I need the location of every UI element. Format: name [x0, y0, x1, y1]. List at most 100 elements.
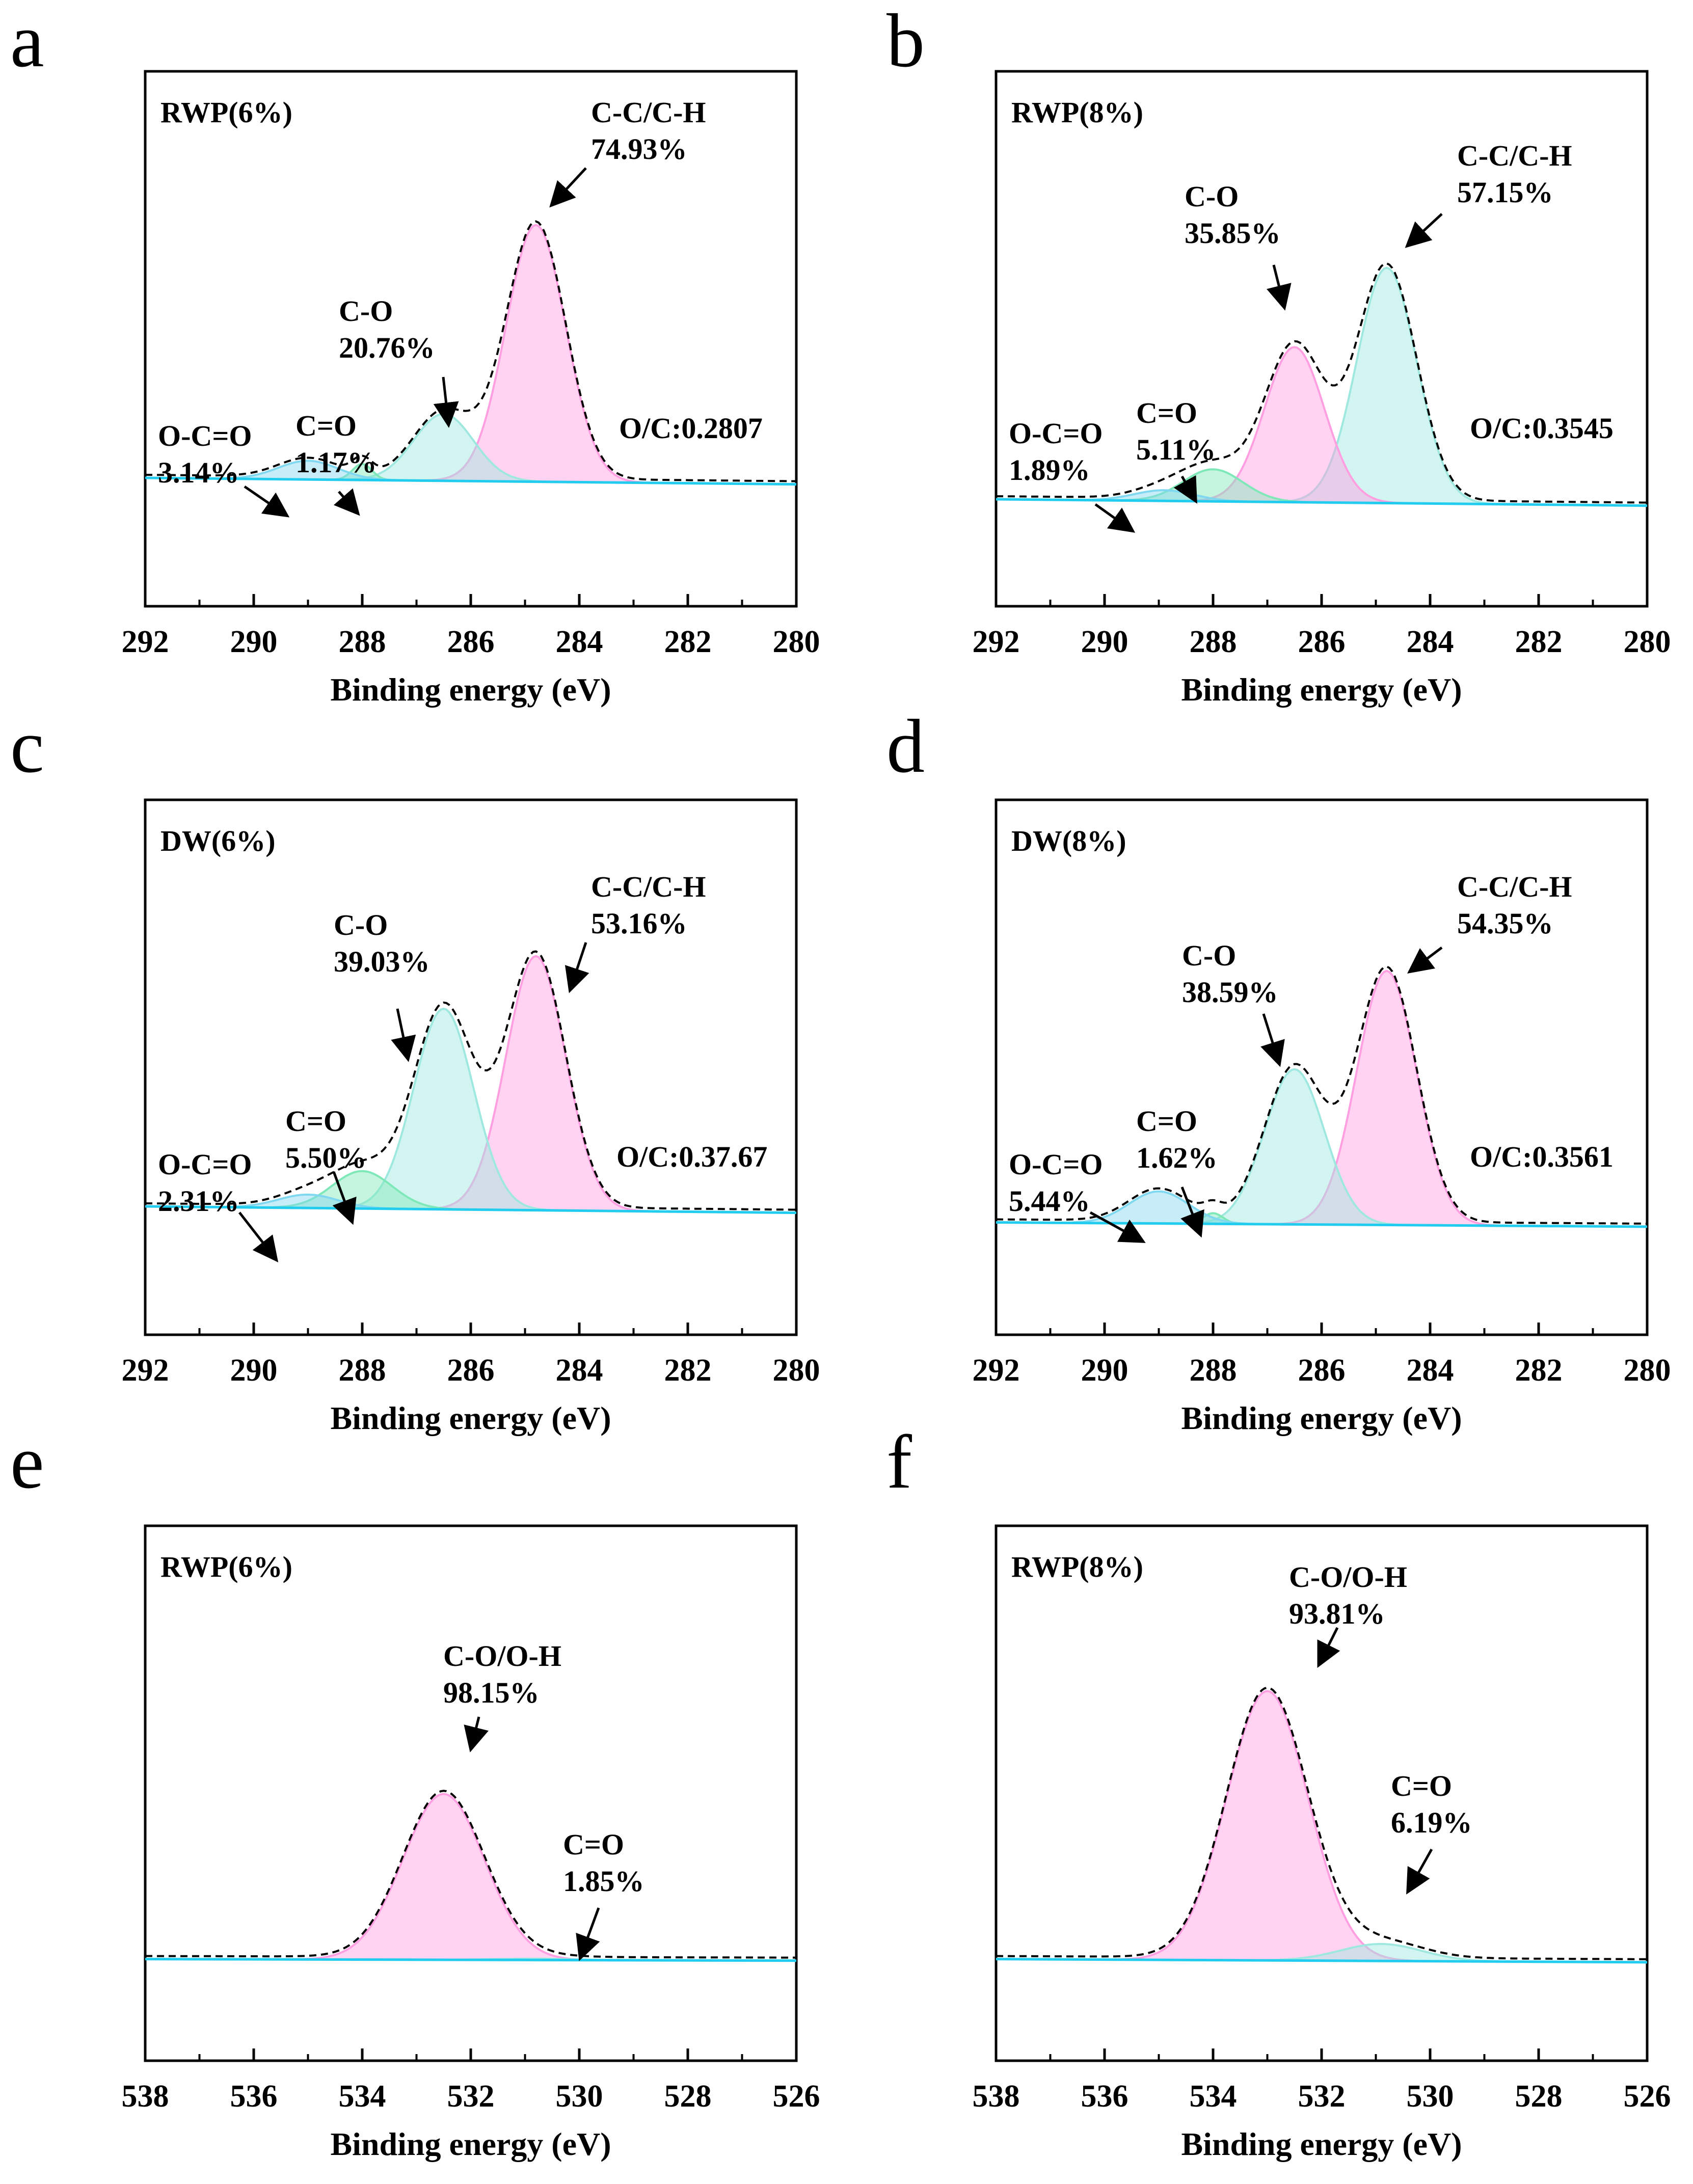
peak-percent-label: 5.44%	[1009, 1184, 1090, 1218]
x-tick-label: 292	[122, 625, 169, 659]
peak-name-label: C-C/C-H	[1457, 870, 1572, 903]
x-tick-label: 280	[1624, 625, 1671, 659]
peak-name-label: C-C/C-H	[591, 96, 706, 129]
x-tick-label: 284	[1407, 625, 1454, 659]
peak-fill-1	[145, 1009, 796, 1213]
x-tick-label: 532	[447, 2079, 495, 2114]
annotation-arrow	[1173, 475, 1197, 504]
oc-ratio: O/C:0.3561	[1470, 1140, 1614, 1173]
x-tick-label: 532	[1298, 2079, 1346, 2114]
x-tick-label: 290	[230, 1353, 278, 1388]
envelope-line	[145, 1790, 796, 1959]
x-tick-label: 290	[1081, 1353, 1128, 1388]
peak-percent-label: 38.59%	[1182, 976, 1278, 1009]
panel-a: a 292 290 288 286 284 282 280 Binding energy (eV…	[10, 0, 820, 708]
oc-ratio: O/C:0.2807	[619, 412, 763, 445]
oc-ratio: O/C:0.3545	[1470, 412, 1614, 445]
background-line	[996, 498, 1648, 507]
x-tick-label: 284	[1407, 1353, 1454, 1388]
peak-name-label: C=O	[1136, 396, 1197, 429]
envelope-line	[996, 262, 1648, 504]
background-line	[145, 1958, 797, 1962]
peak-percent-label: 1.89%	[1009, 453, 1090, 487]
peak-name-label: C-O	[1185, 180, 1239, 213]
x-axis-label: Binding energy (eV)	[1181, 1400, 1462, 1436]
peak-name-label: O-C=O	[158, 1148, 252, 1181]
peak-name-label: C-C/C-H	[1457, 139, 1572, 172]
sample-label: RWP(8%)	[1011, 1550, 1143, 1583]
x-tick-label: 292	[122, 1353, 169, 1388]
peak-percent-label: 5.50%	[285, 1141, 367, 1174]
envelope-line	[996, 965, 1647, 1225]
annotation-arrow	[565, 942, 589, 993]
peak-fill-2	[145, 1171, 796, 1213]
sample-label: DW(6%)	[160, 824, 276, 857]
x-tick-label: 284	[556, 1353, 603, 1388]
peak-name-label: C=O	[1391, 1769, 1452, 1802]
panel-letter: b	[886, 0, 925, 83]
panel-letter: e	[10, 1420, 44, 1504]
peak-fill-3	[996, 490, 1647, 506]
peak-name-label: C-O/O-H	[1289, 1560, 1407, 1594]
sample-label: RWP(6%)	[160, 96, 292, 129]
x-tick-label: 280	[1624, 1353, 1671, 1388]
peak-fill-3	[996, 1191, 1647, 1227]
peak-fill-0	[145, 1794, 796, 1961]
background-line	[996, 1221, 1648, 1228]
x-tick-label: 530	[1407, 2079, 1454, 2114]
peak-fill-1	[996, 1944, 1647, 1962]
x-axis-label: Binding energy (eV)	[330, 2126, 611, 2162]
peak-fill-1	[145, 414, 796, 484]
x-tick-label: 534	[339, 2079, 386, 2114]
annotation-arrow	[391, 1008, 416, 1062]
background-line	[996, 1958, 1648, 1964]
annotation-arrow	[1180, 1187, 1204, 1238]
x-tick-label: 528	[664, 2079, 712, 2114]
peak-fill-0	[996, 1691, 1647, 1962]
x-tick-label: 526	[773, 2079, 820, 2114]
peak-percent-label: 35.85%	[1185, 217, 1281, 250]
annotation-arrow	[1094, 503, 1136, 533]
annotation-arrow	[1089, 1211, 1146, 1243]
panel-c: c 292 290 288 286 284 282 280 Binding energy (eV…	[10, 704, 820, 1436]
peak-name-label: C-C/C-H	[591, 870, 706, 903]
x-tick-label: 290	[230, 625, 278, 659]
x-tick-label: 282	[1515, 625, 1563, 659]
peak-fill-1	[996, 1069, 1647, 1227]
x-tick-label: 526	[1624, 2079, 1671, 2114]
panel-letter: f	[886, 1420, 912, 1504]
annotation-arrow	[464, 1716, 489, 1752]
peak-name-label: C-O	[334, 908, 388, 941]
peak-percent-label: 6.19%	[1391, 1806, 1472, 1839]
annotation-arrow	[1406, 1848, 1433, 1895]
peak-name-label: O-C=O	[1009, 417, 1103, 450]
peak-percent-label: 20.76%	[339, 331, 435, 364]
peak-percent-label: 3.14%	[158, 456, 239, 489]
annotation-arrow	[433, 376, 459, 428]
peak-fill-2	[996, 469, 1647, 506]
x-tick-label: 288	[339, 625, 386, 659]
panel-f: f 538 536 534 532 530 528 526 Binding energy (eV…	[886, 1420, 1671, 2162]
x-tick-label: 538	[973, 2079, 1020, 2114]
peak-percent-label: 1.62%	[1136, 1141, 1218, 1174]
envelope-line	[145, 220, 797, 482]
x-tick-label: 530	[556, 2079, 603, 2114]
x-tick-label: 286	[447, 625, 495, 659]
plot-frame	[144, 1524, 798, 2062]
peak-percent-label: 1.85%	[563, 1865, 644, 1898]
x-tick-label: 282	[664, 1353, 712, 1388]
panel-letter: d	[886, 704, 925, 789]
x-tick-label: 528	[1515, 2079, 1563, 2114]
x-tick-label: 288	[339, 1353, 386, 1388]
x-tick-label: 280	[773, 1353, 820, 1388]
peak-percent-label: 93.81%	[1289, 1597, 1385, 1630]
x-tick-label: 290	[1081, 625, 1128, 659]
annotation-arrow	[1317, 1627, 1340, 1668]
x-tick-label: 282	[664, 625, 712, 659]
peak-percent-label: 1.17%	[295, 446, 377, 479]
x-tick-label: 292	[973, 1353, 1020, 1388]
plot-frame	[144, 70, 798, 608]
x-tick-label: 534	[1190, 2079, 1237, 2114]
x-tick-label: 292	[973, 625, 1020, 659]
